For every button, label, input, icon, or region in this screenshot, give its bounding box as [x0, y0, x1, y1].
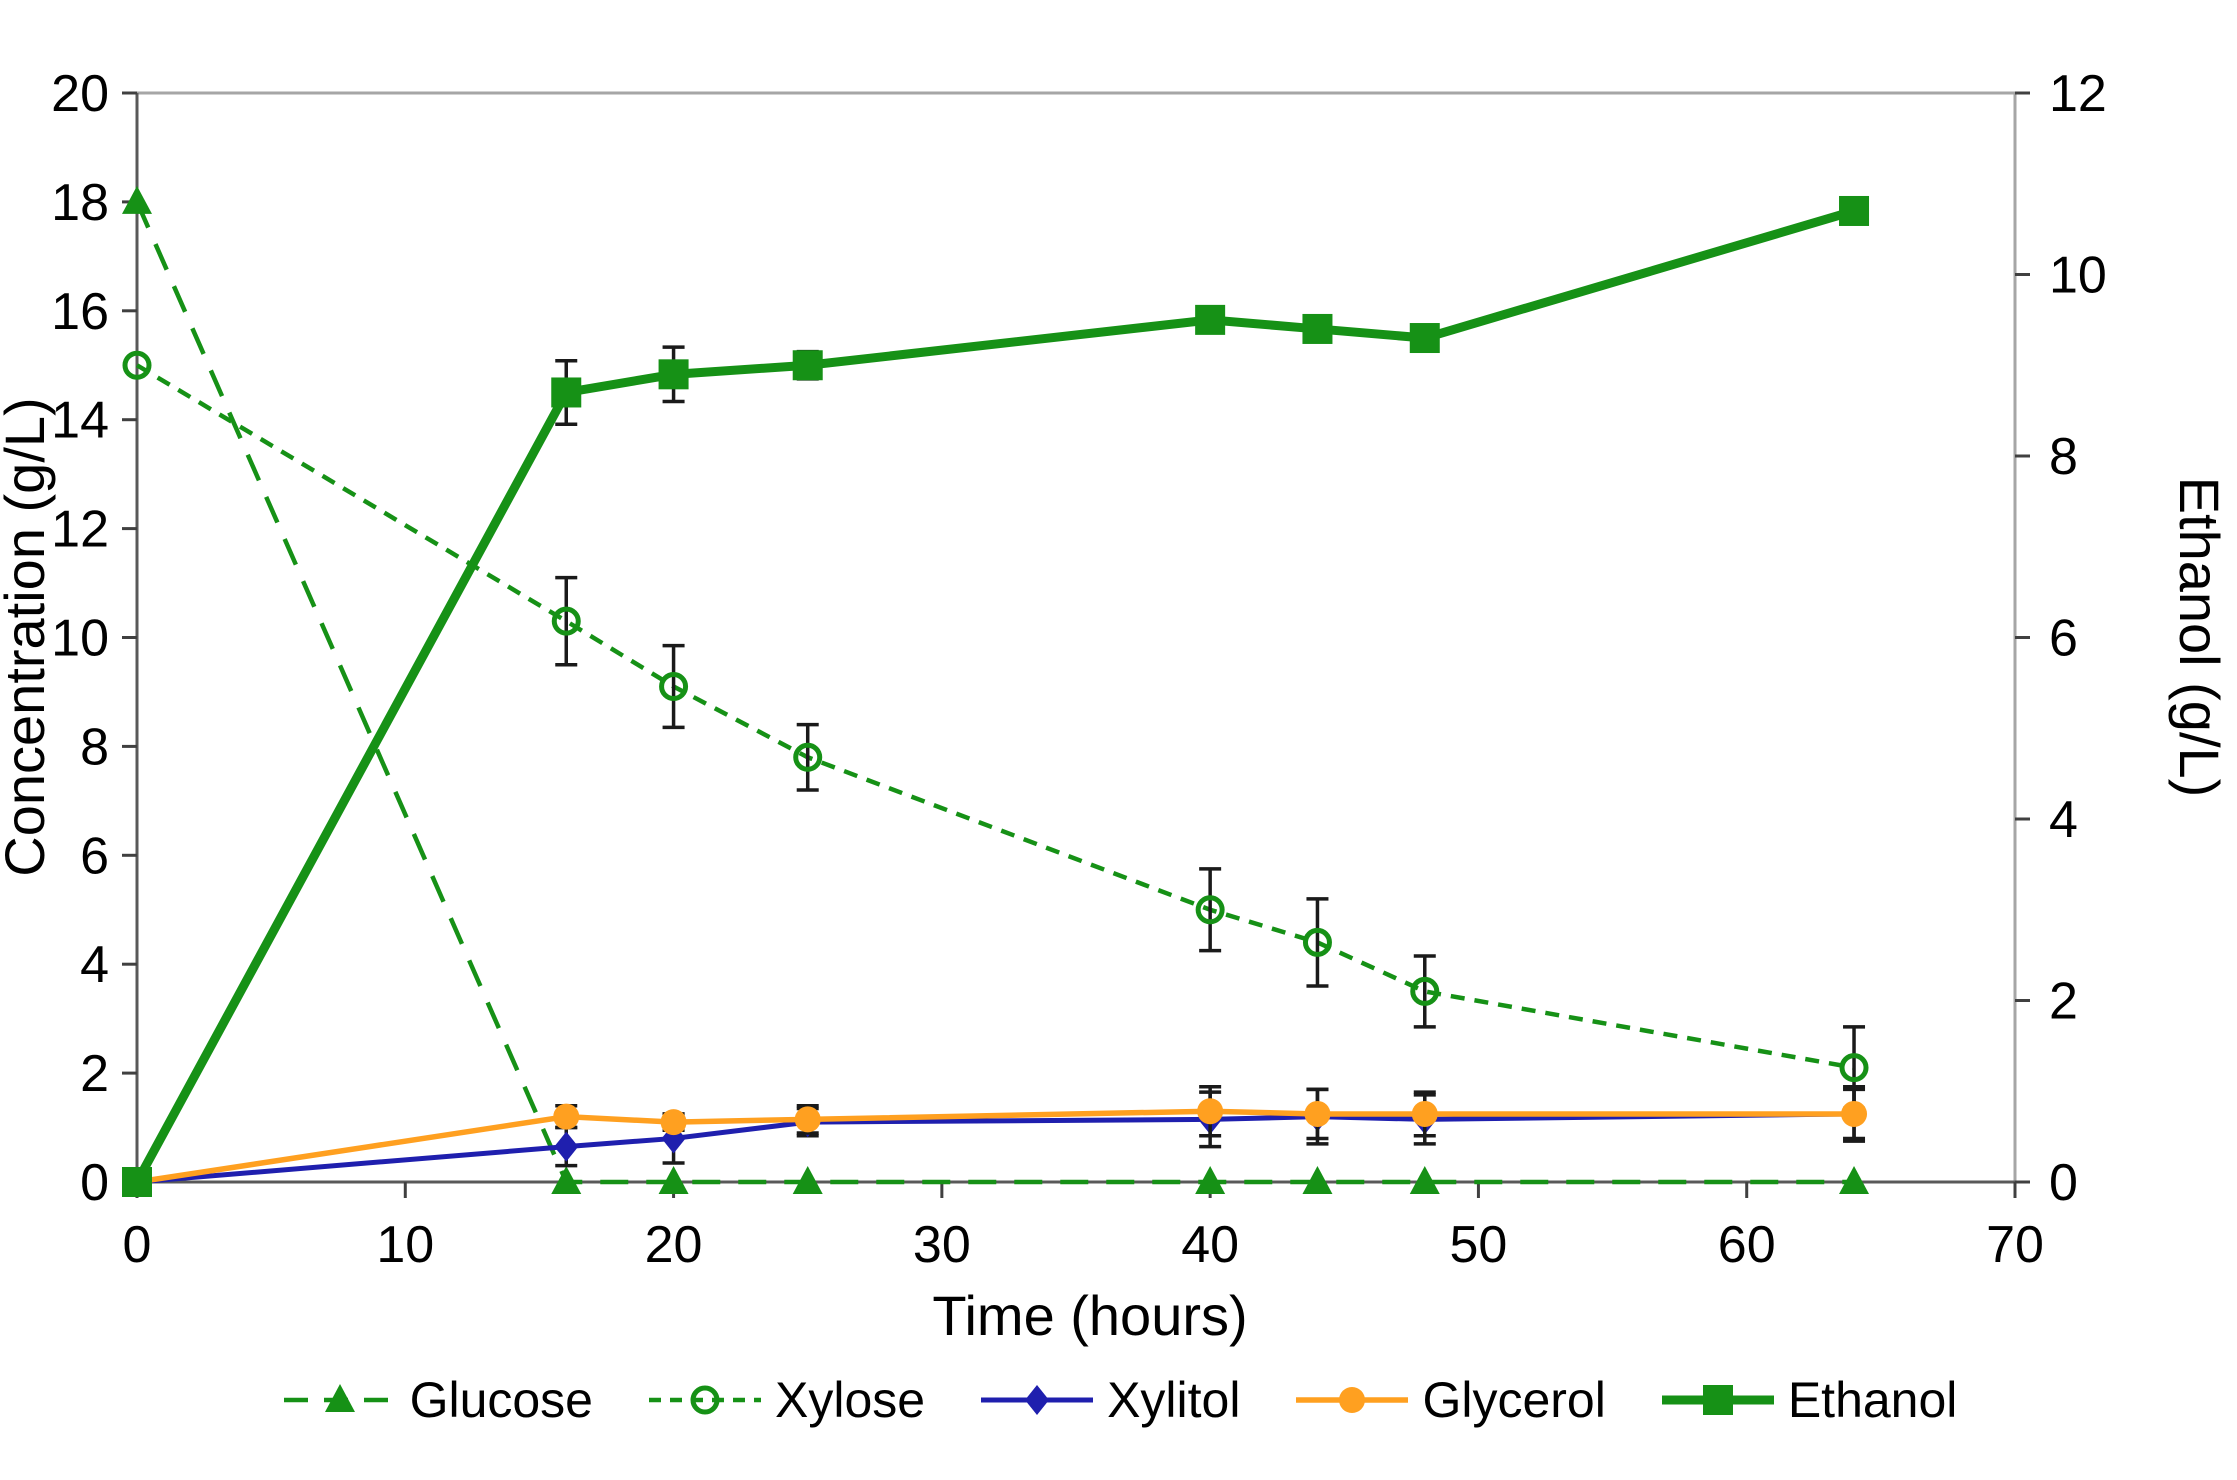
series-glycerol — [124, 1084, 1868, 1195]
x-tick-label: 0 — [123, 1216, 152, 1274]
legend-swatch-xylose — [649, 1385, 761, 1415]
axis-ticks: 0 10 20 30 40 50 60 700246810121416182002468101… — [51, 65, 2107, 1274]
left-tick-label: 8 — [80, 718, 109, 776]
data-point-marker — [122, 185, 152, 214]
right-tick-label: 0 — [2049, 1154, 2078, 1212]
data-point-marker — [1197, 1098, 1224, 1125]
series-line — [136, 1111, 1855, 1185]
x-axis-title: Time (hours) — [932, 1284, 1247, 1347]
x-tick-label: 50 — [1450, 1216, 1508, 1274]
data-point-marker — [551, 1166, 582, 1194]
data-point-marker — [659, 672, 689, 702]
data-point-marker — [1195, 1166, 1226, 1194]
data-point-marker — [553, 1103, 580, 1130]
series-line — [136, 1108, 1855, 1185]
legend-item-ethanol: Ethanol — [1658, 1372, 1958, 1428]
error-bar — [555, 575, 578, 667]
error-bar — [662, 643, 685, 730]
data-point-marker — [1302, 1166, 1333, 1194]
data-point-marker — [122, 350, 152, 380]
data-point-marker — [660, 1109, 687, 1136]
data-point-marker — [1839, 1053, 1869, 1083]
legend-label: Xylose — [775, 1372, 926, 1428]
data-point-marker — [1841, 1100, 1868, 1127]
series-ethanol — [122, 195, 1870, 1197]
left-tick-label: 10 — [51, 610, 109, 668]
series-glucose — [122, 185, 1870, 1194]
data-point-marker — [792, 1166, 823, 1194]
plot-frame — [135, 91, 2017, 1184]
error-bar — [1413, 954, 1436, 1029]
data-point-marker — [792, 350, 823, 381]
x-tick-label: 70 — [1986, 1216, 2044, 1274]
data-point-marker — [1302, 927, 1332, 957]
error-bar — [1306, 897, 1329, 988]
data-point-marker — [793, 742, 823, 772]
x-tick-label: 60 — [1718, 1216, 1776, 1274]
left-tick-label: 18 — [51, 174, 109, 232]
series-line — [135, 363, 1855, 1070]
legend-label: Ethanol — [1787, 1372, 1958, 1428]
series-xylose — [122, 350, 1869, 1111]
left-tick-label: 0 — [80, 1154, 109, 1212]
left-tick-label: 12 — [51, 501, 109, 559]
data-point-marker — [1839, 195, 1870, 226]
data-series — [122, 185, 1870, 1197]
right-tick-label: 8 — [2049, 428, 2078, 486]
data-point-marker — [794, 1106, 821, 1133]
data-point-marker — [1411, 1100, 1438, 1127]
right-tick-label: 2 — [2049, 973, 2078, 1031]
legend-label: Xylitol — [1107, 1372, 1241, 1428]
data-point-marker — [658, 359, 689, 390]
data-point-marker — [1195, 895, 1225, 925]
legend-swatch-glycerol — [1296, 1387, 1409, 1413]
right-tick-label: 6 — [2049, 610, 2078, 668]
data-point-marker — [658, 1166, 689, 1194]
left-tick-label: 6 — [80, 827, 109, 885]
left-tick-label: 16 — [51, 283, 109, 341]
right-axis-title: Ethanol (g/L) — [2168, 477, 2231, 798]
left-axis-title: Concentration (g/L) — [0, 397, 56, 876]
legend-item-glycerol: Glycerol — [1292, 1372, 1606, 1428]
legend-label: Glycerol — [1422, 1372, 1606, 1428]
data-point-marker — [554, 1131, 579, 1162]
legend-item-xylose: Xylose — [645, 1372, 926, 1428]
x-tick-label: 40 — [1181, 1216, 1239, 1274]
data-point-marker — [551, 606, 581, 636]
data-point-marker — [1409, 1166, 1440, 1194]
x-tick-label: 30 — [913, 1216, 971, 1274]
data-point-marker — [1409, 323, 1440, 354]
data-point-marker — [551, 377, 582, 408]
left-tick-label: 14 — [51, 392, 109, 450]
legend-swatch-glucose — [283, 1384, 396, 1412]
series-line — [134, 200, 1855, 1185]
right-tick-label: 4 — [2049, 791, 2078, 849]
x-tick-label: 20 — [645, 1216, 703, 1274]
left-tick-label: 20 — [51, 65, 109, 123]
x-tick-label: 10 — [376, 1216, 434, 1274]
data-point-marker — [1304, 1100, 1331, 1127]
left-tick-label: 2 — [80, 1045, 109, 1103]
data-point-marker — [1410, 976, 1440, 1006]
chart-legend: Glucose Xylose Xylitol Glycerol Ethanol — [0, 1372, 2237, 1428]
legend-label: Glucose — [409, 1372, 593, 1428]
legend-item-glucose: Glucose — [280, 1372, 593, 1428]
error-bar — [1199, 867, 1222, 953]
right-tick-label: 12 — [2049, 65, 2107, 123]
legend-swatch-ethanol — [1661, 1385, 1774, 1415]
left-tick-label: 4 — [80, 936, 109, 994]
right-tick-label: 10 — [2049, 247, 2107, 305]
legend-swatch-xylitol — [981, 1385, 1094, 1415]
data-point-marker — [122, 1167, 152, 1197]
error-bar — [796, 722, 819, 792]
data-point-marker — [1839, 1166, 1870, 1194]
legend-item-xylitol: Xylitol — [977, 1372, 1241, 1428]
series-line — [133, 206, 1856, 1185]
data-point-marker — [1302, 313, 1333, 344]
data-point-marker — [1195, 304, 1226, 335]
